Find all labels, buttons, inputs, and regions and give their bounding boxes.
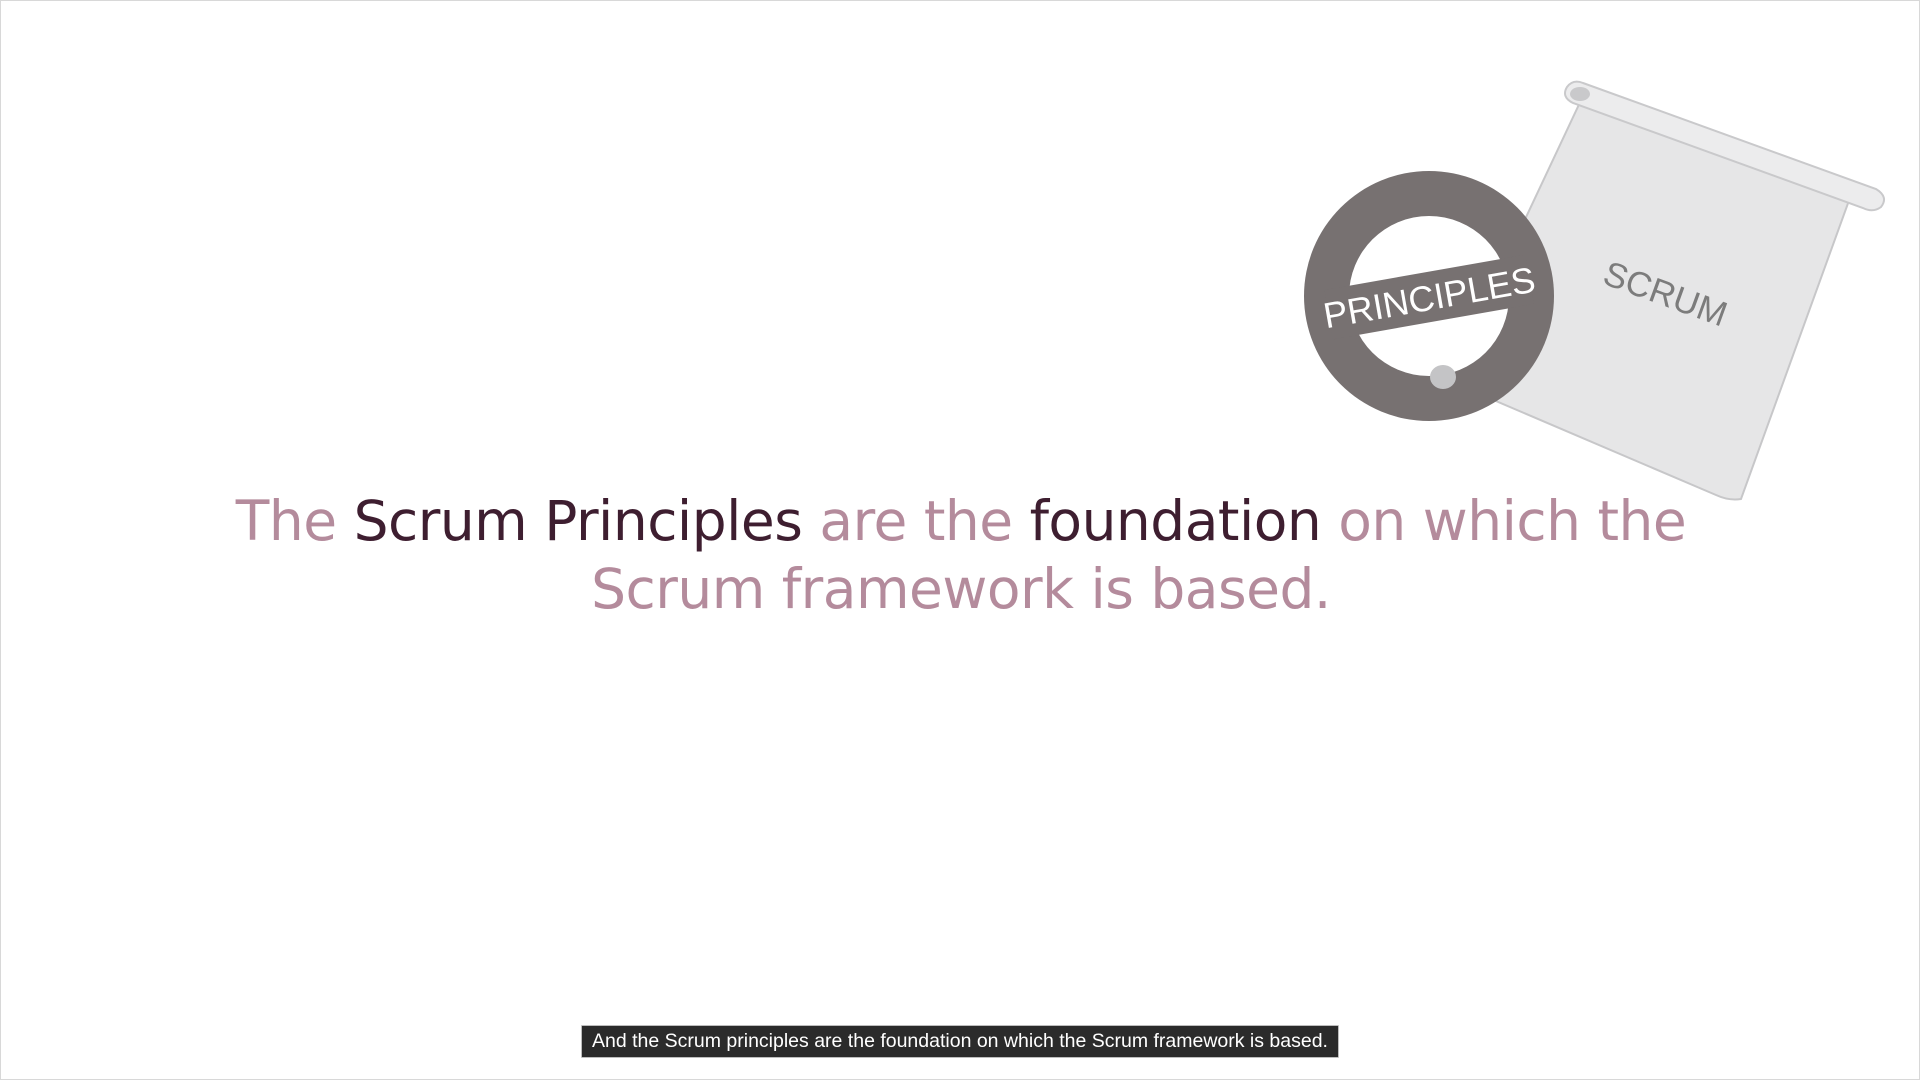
scrum-principles-illustration: SCRUM PRINCIPLES <box>1304 80 1886 501</box>
headline-segment-emphasis: Scrum Principles <box>353 489 803 553</box>
scroll-icon: SCRUM <box>1430 80 1886 501</box>
headline-segment-emphasis: foundation <box>1029 489 1322 553</box>
headline-line-2: Scrum framework is based. <box>591 557 1331 621</box>
headline-segment: The <box>235 489 354 553</box>
principles-seal-icon: PRINCIPLES <box>1304 171 1554 421</box>
headline-segment: are the <box>802 489 1030 553</box>
headline: The Scrum Principles are the foundation … <box>161 487 1761 623</box>
subtitle-bar: And the Scrum principles are the foundat… <box>1 1025 1919 1058</box>
subtitle-text: And the Scrum principles are the foundat… <box>581 1025 1339 1058</box>
headline-segment: on which the <box>1321 489 1687 553</box>
headline-line-1: The Scrum Principles are the foundation … <box>161 487 1761 555</box>
